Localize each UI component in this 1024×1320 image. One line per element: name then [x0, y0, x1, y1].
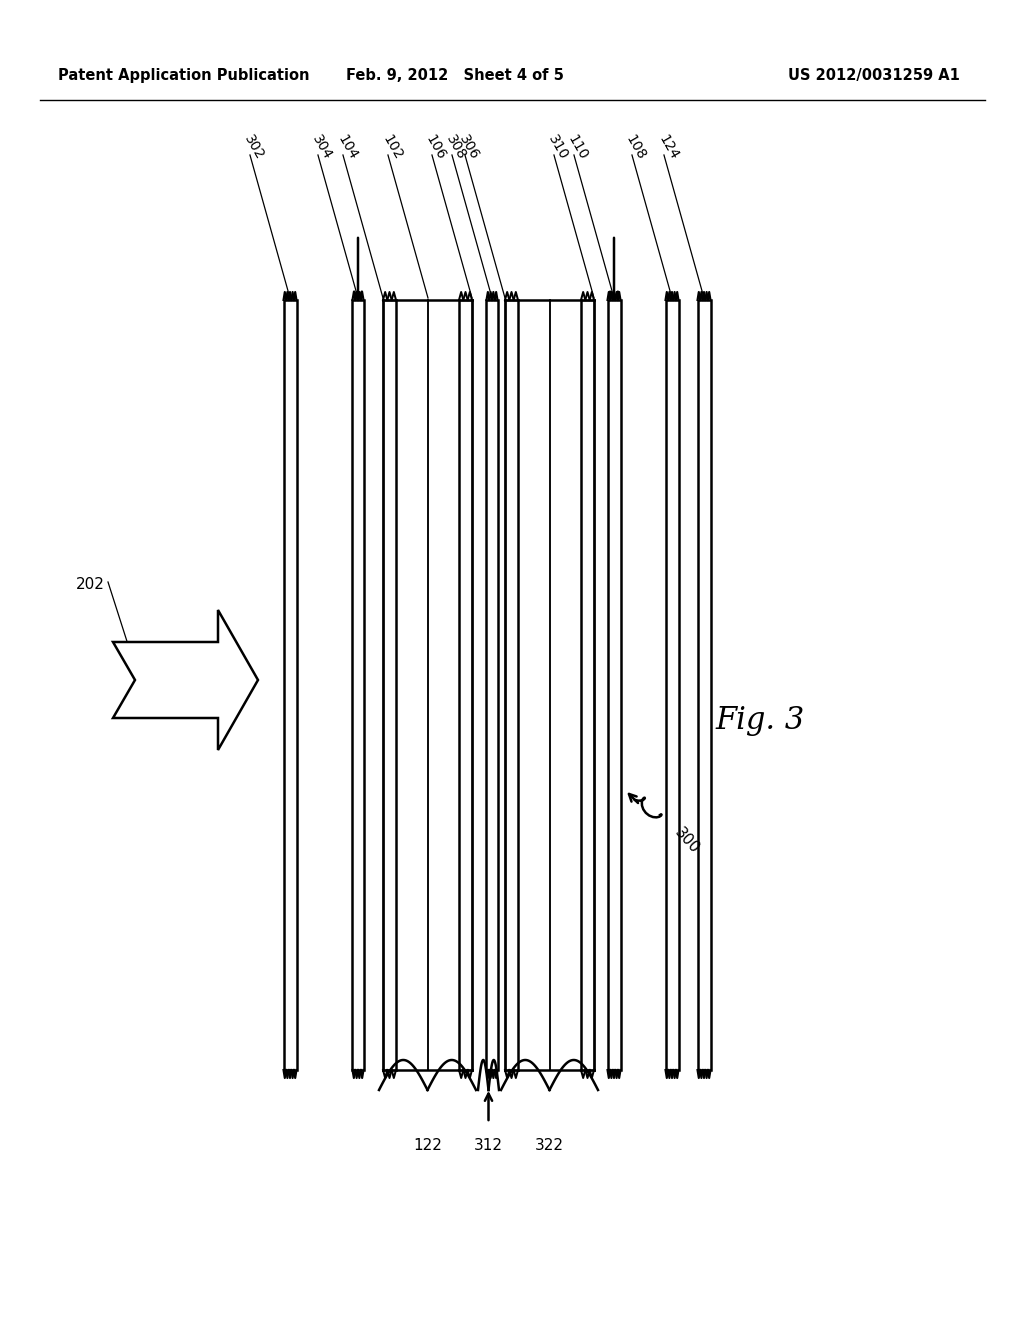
Text: 104: 104 [335, 132, 359, 162]
Text: 306: 306 [457, 132, 481, 162]
Text: US 2012/0031259 A1: US 2012/0031259 A1 [788, 69, 961, 83]
Polygon shape [113, 610, 258, 750]
Text: 106: 106 [423, 132, 449, 162]
Text: Patent Application Publication: Patent Application Publication [58, 69, 309, 83]
Bar [518, 300, 581, 1071]
Bar [396, 300, 459, 1071]
Bar [284, 300, 297, 1071]
Text: 310: 310 [546, 132, 570, 162]
Text: 300: 300 [672, 825, 702, 857]
Bar [666, 300, 679, 1071]
Bar [607, 300, 621, 1071]
Text: 122: 122 [413, 1138, 442, 1152]
Text: 312: 312 [474, 1138, 503, 1152]
Text: 322: 322 [535, 1138, 564, 1152]
Text: 108: 108 [624, 132, 649, 162]
Text: 124: 124 [655, 132, 681, 162]
Text: 110: 110 [565, 132, 591, 162]
Bar [352, 300, 364, 1071]
Text: 202: 202 [76, 577, 105, 591]
Bar [486, 300, 498, 1071]
Text: Feb. 9, 2012   Sheet 4 of 5: Feb. 9, 2012 Sheet 4 of 5 [346, 69, 564, 83]
Text: 102: 102 [379, 132, 404, 162]
Text: 302: 302 [242, 132, 266, 162]
Bar [697, 300, 711, 1071]
Text: Fig. 3: Fig. 3 [716, 705, 805, 735]
Text: 308: 308 [443, 132, 469, 162]
Text: 304: 304 [309, 132, 335, 162]
